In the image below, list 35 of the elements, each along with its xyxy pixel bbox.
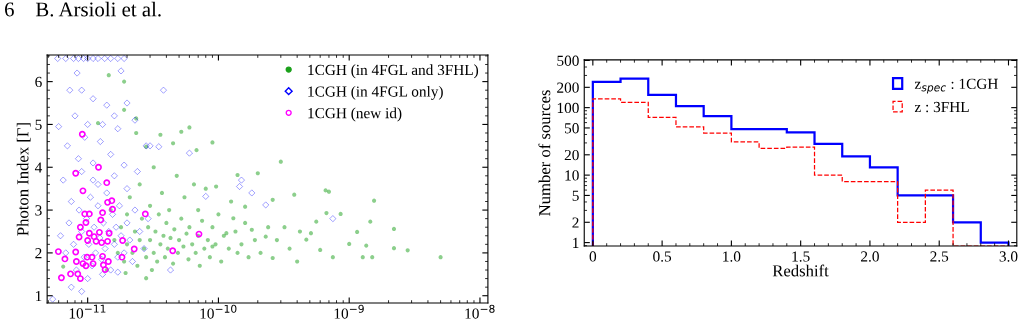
y-tick-label: 50 (565, 123, 579, 134)
legend-label: 1CGH (in 4FGL and 3FHL) (308, 64, 479, 79)
y-tick-label: 5 (35, 119, 42, 130)
y-axis-title: Number of sources (538, 90, 551, 216)
y-tick-label: 4 (34, 162, 43, 173)
x-tick-label: 1.5 (792, 251, 810, 262)
y-tick-label: 200 (557, 82, 579, 93)
x-tick-label: 10$^{−11}$ (69, 304, 106, 319)
y-tick-label: 1 (35, 290, 42, 302)
x-tick-label: 10$^{−10}$ (200, 304, 237, 319)
legend-label: z : 3FHL (914, 101, 969, 113)
y-tick-label: 100 (557, 102, 579, 114)
x-tick-label: 0 (589, 251, 597, 262)
x-tick-label: 10$^{−9}$ (334, 304, 364, 319)
y-tick-label: 500 (557, 55, 579, 66)
x-tick-label: 3.0 (999, 251, 1018, 262)
legend-label: 1CGH (in 4FGL only) (308, 85, 443, 100)
x-tick-label: 10$^{−8}$ (465, 304, 495, 319)
y-tick-label: 3 (35, 205, 42, 216)
y-axis-title: Photon Index [Γ] (16, 123, 31, 236)
y-tick-label: 2 (572, 217, 579, 228)
x-tick-label: 0.5 (653, 251, 672, 262)
x-tick-label: 2.5 (930, 251, 949, 262)
y-tick-label: 2 (35, 248, 42, 259)
legend-label: z$_{spec}$ : 1CGH (914, 78, 998, 94)
y-tick-label: 6 (35, 76, 42, 88)
y-tick-label: 10 (565, 170, 579, 181)
x-axis-title: Redshift (772, 264, 829, 277)
x-tick-label: 1.0 (723, 251, 741, 262)
y-tick-label: 1 (573, 237, 579, 248)
text: 6 B. Arsioli et al. (5, 1, 161, 17)
y-tick-label: 20 (564, 149, 579, 161)
legend-label: 1CGH (new id) (308, 107, 402, 122)
y-tick-label: 5 (572, 190, 579, 201)
x-tick-label: 2.0 (861, 251, 879, 262)
